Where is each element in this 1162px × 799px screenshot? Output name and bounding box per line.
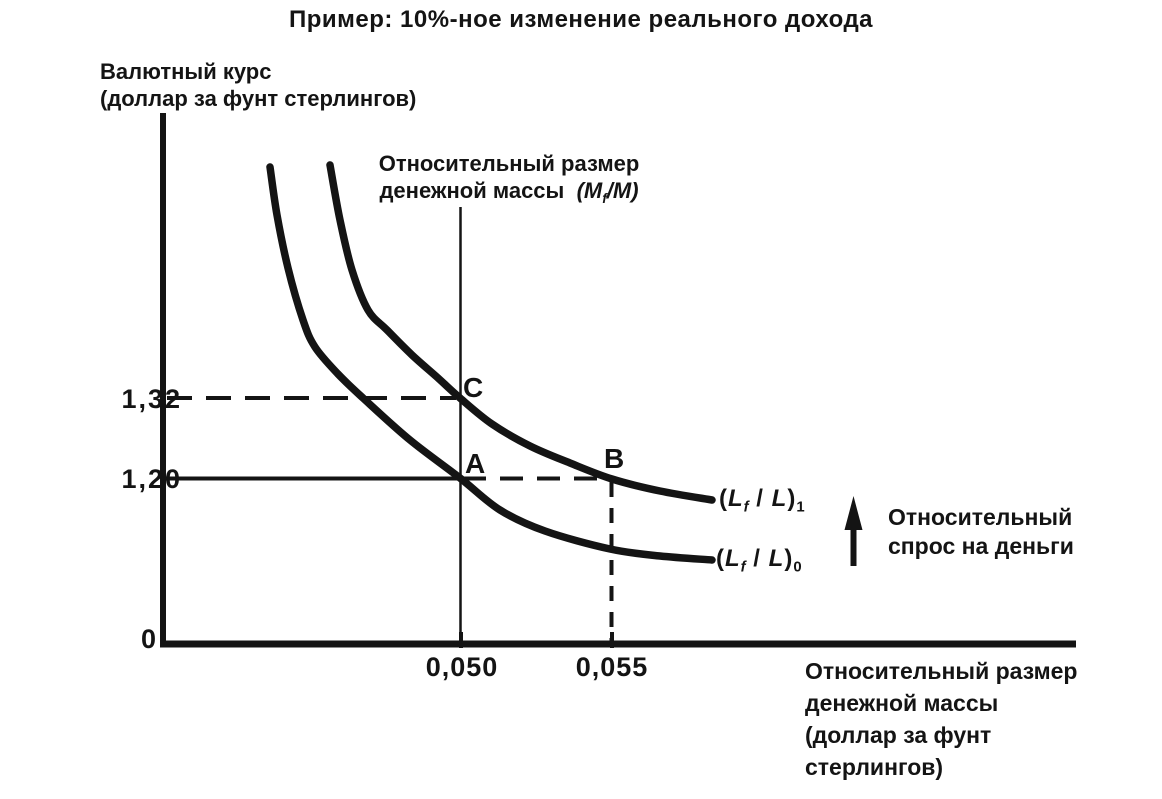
curve-label-1: (Lf / L)1 [719,485,805,516]
x-axis-label-line1: Относительный размер [805,658,1078,684]
y-tick-label-0: 0 [140,624,156,654]
money-demand-annotation-line2: спрос на деньги [888,533,1074,559]
y-axis-label-line1: Валютный курс [100,59,272,84]
money-supply-annotation-line1: Относительный размер [378,151,640,176]
y-axis-label: Валютный курс (доллар за фунт стерлингов… [100,58,460,112]
point-label-b: B [604,443,625,474]
x-axis-label-line2: денежной массы [805,690,999,716]
y-tick-label-132: 1,32 [121,384,182,414]
y-axis-label-line2: (доллар за фунт стерлингов) [100,86,417,111]
x-tick-label-0055: 0,055 [575,652,649,682]
curve-label-0: (Lf / L)0 [716,545,802,576]
y-tick-label-120: 1,20 [121,464,182,494]
point-label-c: C [463,372,484,403]
figure-title: Пример: 10%-ное изменение реального дохо… [288,6,874,33]
demand-curve-1 [326,161,716,504]
money-supply-annotation-line2: денежной массы (Mf/M) [379,178,639,207]
demand-curve-0 [266,163,716,564]
x-axis-label: Относительный размер денежной массы (дол… [805,655,1105,783]
money-supply-annotation: Относительный размер денежной массы (Mf/… [343,150,675,212]
money-demand-annotation: Относительный спрос на деньги [888,503,1108,561]
x-axis-label-line3: (доллар за фунт [805,722,992,748]
money-demand-annotation-line1: Относительный [888,504,1073,530]
x-tick-label-0050: 0,050 [425,652,499,682]
up-arrow-icon [844,496,863,566]
point-label-a: A [465,448,486,479]
x-axis-label-line4: стерлингов) [805,754,944,780]
money-supply-formula: (Mf/M) [576,178,639,207]
